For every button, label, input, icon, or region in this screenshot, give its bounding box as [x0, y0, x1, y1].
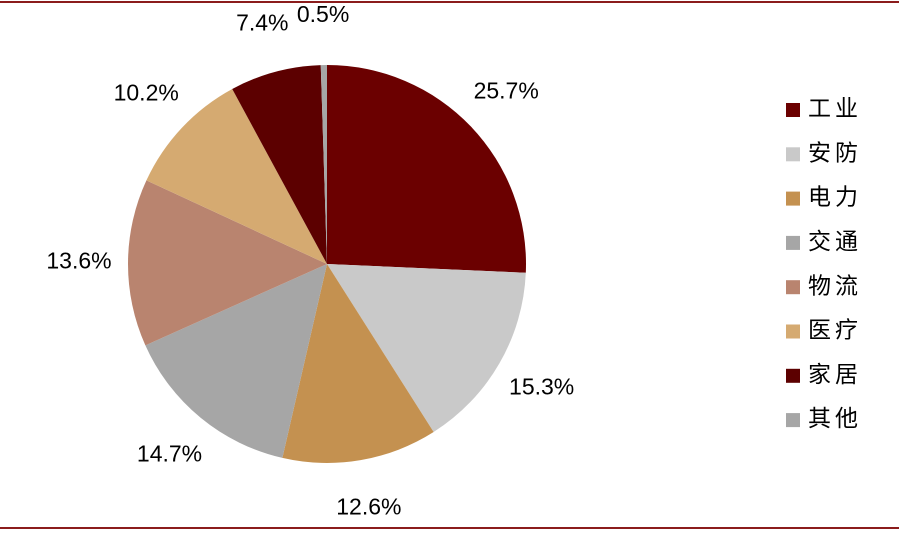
legend-swatch: [786, 235, 800, 250]
legend-label: 家居: [808, 361, 862, 387]
legend-swatch: [786, 324, 800, 339]
data-label: 25.7%: [474, 78, 539, 104]
data-label: 13.6%: [46, 248, 111, 274]
legend-label: 物流: [808, 272, 862, 298]
data-label: 12.6%: [336, 494, 401, 520]
legend-label: 其他: [808, 405, 862, 431]
legend-label: 工业: [808, 95, 862, 121]
pie-slice: [127, 180, 327, 346]
legend-label: 电力: [808, 184, 862, 210]
legend-label: 交通: [808, 228, 862, 254]
legend-swatch: [786, 368, 800, 383]
pie-slice: [232, 65, 327, 264]
data-label: 14.7%: [137, 441, 202, 467]
legend-swatch: [786, 147, 800, 162]
legend-swatch: [786, 280, 800, 295]
data-label: 15.3%: [509, 373, 574, 399]
data-label: 10.2%: [114, 79, 179, 105]
legend-swatch: [786, 191, 800, 206]
pie-slice: [327, 65, 527, 273]
pie-slice: [282, 264, 434, 463]
pie-slice: [145, 264, 327, 458]
legend-swatch: [786, 103, 800, 117]
legend-swatch: [786, 413, 800, 428]
legend-label: 医疗: [808, 317, 862, 343]
legend-label: 安防: [808, 139, 862, 165]
data-label: 7.4%: [236, 10, 288, 36]
pie-slice: [146, 89, 327, 264]
data-label: 0.5%: [297, 1, 349, 27]
pie-slice: [320, 65, 327, 264]
pie-slice: [327, 264, 526, 433]
